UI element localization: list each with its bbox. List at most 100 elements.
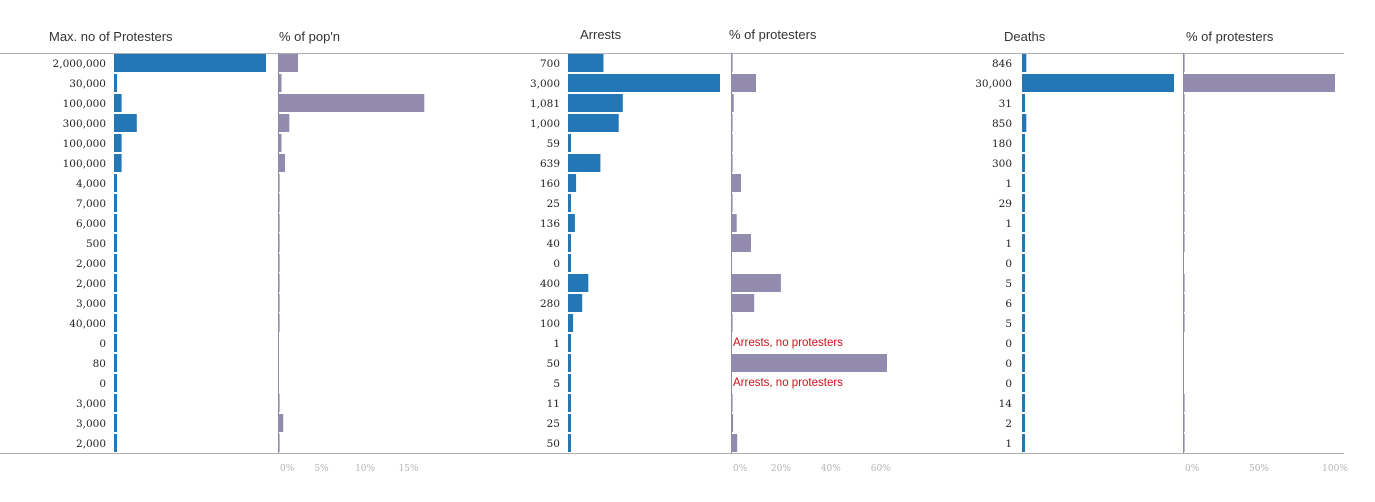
arrests-value-label: 160 bbox=[540, 178, 560, 190]
header-deaths-pct-protesters: % of protesters bbox=[1186, 29, 1274, 44]
deaths-bar bbox=[1022, 394, 1025, 412]
header-arrests: Arrests bbox=[580, 27, 622, 42]
arrests-bar bbox=[568, 374, 571, 392]
arrests-bar bbox=[568, 294, 583, 312]
arrests_pct_protesters-note: Arrests, no protesters bbox=[733, 337, 843, 349]
deaths-bar bbox=[1022, 354, 1025, 372]
arrests_pct_protesters-bar bbox=[731, 74, 756, 92]
pct_population-bar bbox=[278, 434, 280, 452]
pct_population-tick-label: 5% bbox=[314, 464, 329, 474]
deaths-bar bbox=[1022, 234, 1025, 252]
arrests-bar bbox=[568, 174, 577, 192]
chart-marks: 2,000,000 30,000 100,000 300,000 100,000 100,… bbox=[53, 53, 1348, 474]
deaths_pct_protesters-bar bbox=[1183, 74, 1335, 92]
arrests-value-label: 25 bbox=[547, 418, 560, 430]
protesters-value-label: 3,000 bbox=[76, 398, 106, 410]
protesters-bar bbox=[114, 54, 266, 72]
arrests-bar bbox=[568, 154, 601, 172]
arrests_pct_protesters-tick-label: 0% bbox=[733, 464, 748, 474]
deaths-value-label: 1 bbox=[1005, 238, 1012, 250]
pct_population-bar bbox=[278, 234, 280, 252]
protesters-bar bbox=[114, 294, 117, 312]
deaths-bar bbox=[1022, 194, 1025, 212]
protesters-value-label: 40,000 bbox=[69, 318, 106, 330]
deaths-bar bbox=[1022, 94, 1025, 112]
pct_population-bar bbox=[278, 274, 280, 292]
deaths_pct_protesters-bar bbox=[1183, 414, 1185, 432]
deaths-value-label: 180 bbox=[992, 138, 1012, 150]
deaths-value-label: 31 bbox=[999, 98, 1012, 110]
pct_population-bar bbox=[278, 154, 285, 172]
deaths-value-label: 6 bbox=[1005, 298, 1012, 310]
protesters-bar bbox=[114, 234, 117, 252]
arrests-value-label: 50 bbox=[547, 358, 560, 370]
arrests-bar bbox=[568, 274, 589, 292]
protesters-bar bbox=[114, 254, 117, 272]
deaths-bar bbox=[1022, 374, 1025, 392]
deaths-value-label: 850 bbox=[992, 118, 1012, 130]
arrests-bar bbox=[568, 414, 571, 432]
pct_population-bar bbox=[278, 114, 290, 132]
arrests-bar bbox=[568, 434, 571, 452]
deaths-value-label: 0 bbox=[1005, 338, 1012, 350]
arrests-bar bbox=[568, 254, 571, 272]
arrests_pct_protesters-tick-label: 60% bbox=[871, 464, 891, 474]
deaths_pct_protesters-bar bbox=[1183, 154, 1185, 172]
pct_population-bar bbox=[278, 174, 280, 192]
deaths_pct_protesters-bar bbox=[1183, 94, 1185, 112]
deaths-bar bbox=[1022, 174, 1025, 192]
header-pct-population: % of pop'n bbox=[279, 29, 340, 44]
protesters-value-label: 100,000 bbox=[63, 138, 106, 150]
protesters-value-label: 100,000 bbox=[63, 98, 106, 110]
pct_population-bar bbox=[278, 394, 280, 412]
deaths_pct_protesters-bar bbox=[1183, 114, 1185, 132]
protesters-bar bbox=[114, 354, 117, 372]
deaths_pct_protesters-bar bbox=[1183, 434, 1185, 452]
protesters-value-label: 3,000 bbox=[76, 298, 106, 310]
arrests-value-label: 1 bbox=[553, 338, 560, 350]
arrests_pct_protesters-bar bbox=[731, 154, 733, 172]
protesters-value-label: 2,000 bbox=[76, 438, 106, 450]
deaths-value-label: 0 bbox=[1005, 358, 1012, 370]
pct_population-tick-label: 10% bbox=[355, 464, 375, 474]
protesters-bar bbox=[114, 314, 117, 332]
deaths-value-label: 14 bbox=[999, 398, 1013, 410]
arrests-value-label: 1,081 bbox=[530, 98, 560, 110]
deaths-value-label: 2 bbox=[1005, 418, 1012, 430]
deaths-value-label: 300 bbox=[992, 158, 1012, 170]
deaths_pct_protesters-tick-label: 50% bbox=[1249, 464, 1269, 474]
arrests_pct_protesters-bar bbox=[731, 174, 741, 192]
protesters-bar bbox=[114, 174, 117, 192]
deaths-value-label: 846 bbox=[992, 58, 1012, 70]
protesters-bar bbox=[114, 434, 117, 452]
protesters-bar bbox=[114, 134, 122, 152]
protesters-bar bbox=[114, 414, 117, 432]
arrests_pct_protesters-bar bbox=[731, 414, 734, 432]
protesters-value-label: 3,000 bbox=[76, 418, 106, 430]
arrests-value-label: 40 bbox=[547, 238, 560, 250]
protesters-value-label: 4,000 bbox=[76, 178, 106, 190]
deaths-value-label: 29 bbox=[999, 198, 1012, 210]
protesters-bar bbox=[114, 154, 122, 172]
header-protesters: Max. no of Protesters bbox=[49, 29, 173, 44]
arrests_pct_protesters-bar bbox=[731, 274, 781, 292]
arrests-value-label: 136 bbox=[540, 218, 560, 230]
pct_population-bar bbox=[278, 294, 280, 312]
deaths_pct_protesters-bar bbox=[1183, 194, 1185, 212]
deaths_pct_protesters-tick-label: 0% bbox=[1185, 464, 1200, 474]
pct_population-tick-label: 15% bbox=[399, 464, 419, 474]
deaths_pct_protesters-tick-label: 100% bbox=[1322, 464, 1348, 474]
arrests-value-label: 100 bbox=[540, 318, 560, 330]
pct_population-bar bbox=[278, 74, 282, 92]
arrests_pct_protesters-bar bbox=[731, 354, 887, 372]
pct_population-bar bbox=[278, 54, 298, 72]
pct_population-bar bbox=[278, 94, 425, 112]
arrests_pct_protesters-tick-label: 40% bbox=[821, 464, 841, 474]
protesters-bar bbox=[114, 74, 117, 92]
arrests_pct_protesters-bar bbox=[731, 234, 751, 252]
arrests-bar bbox=[568, 94, 623, 112]
protesters-value-label: 0 bbox=[99, 378, 106, 390]
pct_population-bar bbox=[278, 414, 284, 432]
deaths-bar bbox=[1022, 314, 1025, 332]
arrests-value-label: 280 bbox=[540, 298, 560, 310]
